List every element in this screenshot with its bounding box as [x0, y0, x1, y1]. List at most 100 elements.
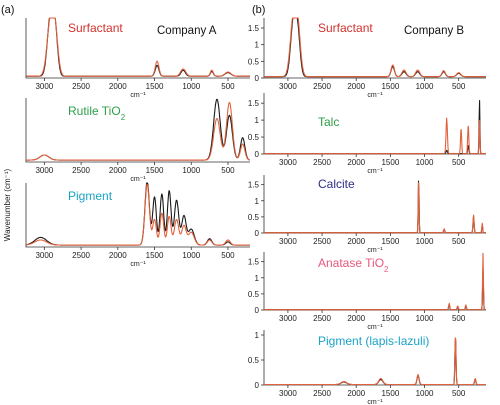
spectrum-a-1: 3000 2500 2000 1500 1000 500 cm⁻¹ Rutile TiO2: [25, 98, 251, 183]
axis-frame: [25, 18, 250, 79]
y-tick-label: 1: [255, 274, 260, 283]
spectrum-line-black: [263, 100, 487, 155]
y-tick-label: 1.5: [248, 99, 260, 108]
y-tick-label: 0: [255, 306, 260, 315]
x-tick-label: 2000: [347, 314, 365, 323]
spectrum-line-black: [263, 267, 487, 311]
x-unit-label: cm⁻¹: [367, 168, 383, 175]
x-tick-label: 500: [221, 82, 235, 91]
y-axis-label: Wavenumber (cm⁻¹): [3, 168, 12, 241]
y-tick-label: 0.5: [248, 213, 260, 222]
x-tick-label: 1500: [381, 158, 399, 167]
y-tick-label: 0: [255, 74, 260, 83]
y-tick-label: 1.5: [248, 258, 260, 267]
x-unit-label: cm⁻¹: [130, 92, 146, 99]
sample-label: Calcite: [318, 177, 355, 191]
y-tick-label: 0: [255, 381, 260, 390]
x-tick-label: 3000: [279, 389, 297, 398]
x-tick-label: 500: [221, 251, 235, 260]
sample-label: Pigment: [68, 189, 113, 203]
x-unit-label: cm⁻¹: [130, 176, 146, 183]
x-tick-label: 500: [452, 237, 466, 246]
x-tick-label: 500: [452, 82, 466, 91]
x-tick-label: 2500: [72, 82, 90, 91]
x-unit-label: cm⁻¹: [367, 324, 383, 331]
spectrum-line-black: [25, 98, 251, 161]
x-tick-label: 2000: [347, 82, 365, 91]
spectrum-line-orange: [263, 337, 487, 386]
axis-frame: [25, 183, 250, 248]
y-tick-label: 0.5: [248, 356, 260, 365]
x-tick-label: 3000: [35, 82, 53, 91]
y-tick-label: 1: [255, 197, 260, 206]
x-tick-label: 3000: [279, 158, 297, 167]
spectrum-plots: 3000 2500 2000 1500 1000 500cm⁻¹Surfactant300…: [25, 17, 487, 405]
company-a-label: Company A: [157, 25, 217, 37]
x-tick-label: 2000: [347, 158, 365, 167]
x-tick-label: 2000: [109, 166, 127, 175]
axis-frame: [263, 93, 486, 155]
x-tick-label: 500: [221, 166, 235, 175]
x-tick-label: 1000: [416, 237, 434, 246]
x-tick-label: 2500: [313, 314, 331, 323]
spectrum-line-orange: [25, 101, 251, 161]
x-tick-label: 1000: [182, 82, 200, 91]
axis-frame: [25, 98, 250, 163]
x-tick-label: 3000: [279, 314, 297, 323]
x-tick-label: 1000: [416, 82, 434, 91]
spectrum-line-orange: [25, 183, 251, 246]
y-tick-label: 1: [255, 116, 260, 125]
sample-label: Talc: [318, 115, 339, 129]
spectrum-line-orange: [263, 117, 487, 155]
x-tick-label: 1500: [381, 237, 399, 246]
x-tick-label: 3000: [35, 166, 53, 175]
x-tick-label: 1000: [416, 314, 434, 323]
x-tick-label: 2500: [313, 389, 331, 398]
x-tick-label: 2500: [72, 251, 90, 260]
x-tick-label: 2500: [313, 237, 331, 246]
x-tick-label: 3000: [279, 82, 297, 91]
sample-label: Surfactant: [68, 21, 123, 35]
x-tick-label: 1500: [146, 251, 164, 260]
x-tick-label: 1000: [416, 389, 434, 398]
x-tick-label: 3000: [35, 251, 53, 260]
label-subscript: 2: [121, 113, 126, 122]
spectrum-b-6: 3000 2500 2000 1500 1000 500 cm⁻¹ 0 0.5 1 1.5 Anata…: [248, 252, 487, 331]
x-tick-label: 1500: [381, 389, 399, 398]
y-tick-label: 0.5: [248, 133, 260, 142]
sample-label: Pigment (lapis-lazuli): [318, 334, 429, 348]
x-tick-label: 1000: [182, 251, 200, 260]
y-tick-label: 0.5: [248, 290, 260, 299]
sample-label: Anatase TiO2: [318, 256, 389, 274]
x-tick-label: 500: [452, 158, 466, 167]
y-tick-label: 1: [255, 41, 260, 50]
company-b-label: Company B: [404, 25, 464, 37]
y-tick-label: 0: [255, 229, 260, 238]
panel-b-label: (b): [252, 4, 265, 16]
x-tick-label: 1500: [381, 82, 399, 91]
spectrum-b-3: 3000 2500 2000 1500 1000 500 cm⁻¹ 0 0.5 1 1.5 Surfa…: [248, 17, 487, 99]
x-tick-label: 500: [452, 314, 466, 323]
x-tick-label: 1000: [416, 158, 434, 167]
x-unit-label: cm⁻¹: [367, 399, 383, 405]
panel-a-label: (a): [1, 4, 14, 16]
spectrum-line-orange: [263, 252, 487, 311]
x-tick-label: 3000: [279, 237, 297, 246]
x-tick-label: 1000: [182, 166, 200, 175]
x-tick-label: 2000: [347, 389, 365, 398]
y-tick-label: 1: [255, 331, 260, 340]
label-subscript: 2: [384, 265, 389, 274]
x-tick-label: 2500: [313, 82, 331, 91]
x-tick-label: 500: [452, 389, 466, 398]
spectrum-line-orange: [263, 182, 487, 234]
x-unit-label: cm⁻¹: [130, 261, 146, 268]
y-tick-label: 0: [255, 150, 260, 159]
y-tick-label: 0.5: [248, 57, 260, 66]
spectrum-a-0: 3000 2500 2000 1500 1000 500 cm⁻¹ Surfactant: [25, 17, 251, 99]
x-tick-label: 1500: [381, 314, 399, 323]
spectrum-line-orange: [263, 17, 487, 78]
spectrum-b-5: 3000 2500 2000 1500 1000 500 cm⁻¹ 0 0.5 1 1.5 Calci…: [248, 175, 487, 254]
x-tick-label: 2500: [313, 158, 331, 167]
spectrum-line-black: [263, 180, 487, 234]
